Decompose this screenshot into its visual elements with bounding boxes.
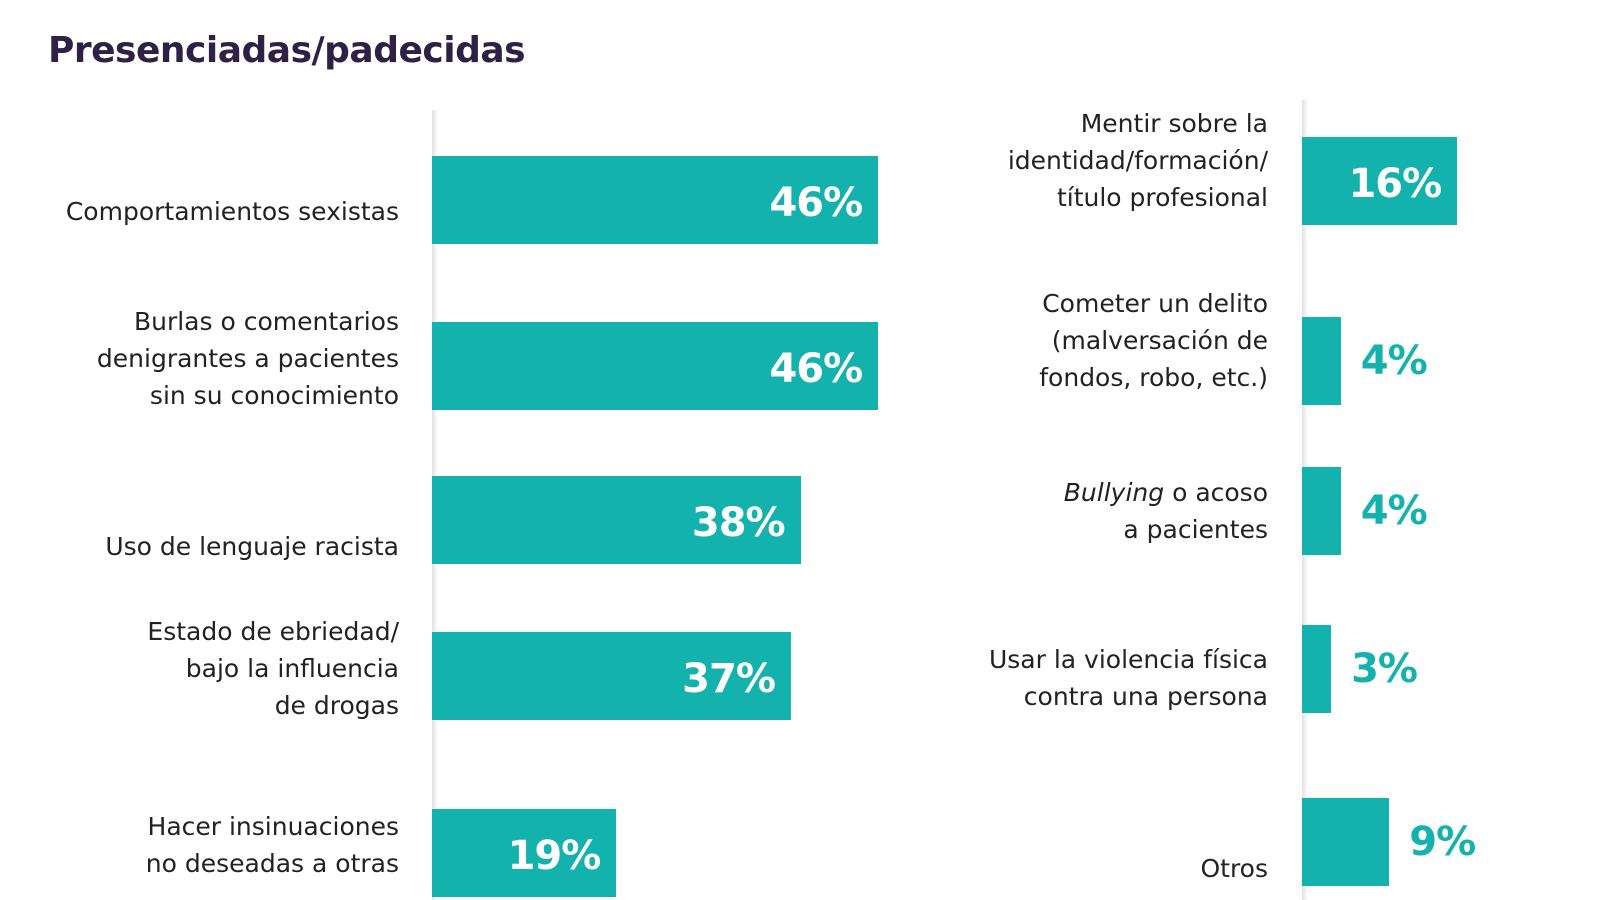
value-label: 3% <box>1351 646 1418 692</box>
value-label: 4% <box>1360 338 1428 384</box>
value-label: 9% <box>1409 819 1476 865</box>
bar <box>1302 625 1332 713</box>
category-label: Hacer insinuaciones no deseadas a otras <box>145 812 399 878</box>
value-label: 46% <box>769 346 863 392</box>
bar <box>432 476 801 564</box>
value-label: 37% <box>682 656 776 702</box>
bar <box>432 632 791 720</box>
category-label: Usar la violencia física contra una pers… <box>988 645 1268 711</box>
category-label: Cometer un delito (malversación de fondo… <box>1039 288 1268 392</box>
value-label: 38% <box>691 500 786 546</box>
bar <box>1302 317 1341 405</box>
category-label: Estado de ebriedad/ bajo la influencia d… <box>147 616 399 720</box>
bar <box>1302 798 1390 886</box>
value-label: 46% <box>769 180 863 226</box>
chart-title: Presenciadas/padecidas <box>48 30 526 71</box>
value-label: 4% <box>1360 488 1428 534</box>
category-label: Mentir sobre la identidad/formación/ tít… <box>1007 108 1268 212</box>
category-label: Bullying o acoso a pacientes <box>1063 478 1268 544</box>
bar <box>432 809 617 897</box>
bar <box>432 322 879 410</box>
value-label: 19% <box>507 833 602 879</box>
value-label: 16% <box>1348 161 1442 207</box>
category-label: Burlas o comentarios denigrantes a pacie… <box>96 306 399 410</box>
bar <box>1302 137 1458 225</box>
bar <box>432 156 879 244</box>
category-label: Otros <box>1200 853 1268 883</box>
category-label: Comportamientos sexistas <box>65 196 399 226</box>
category-label: Uso de lenguaje racista <box>105 531 399 561</box>
bar <box>1302 467 1341 555</box>
